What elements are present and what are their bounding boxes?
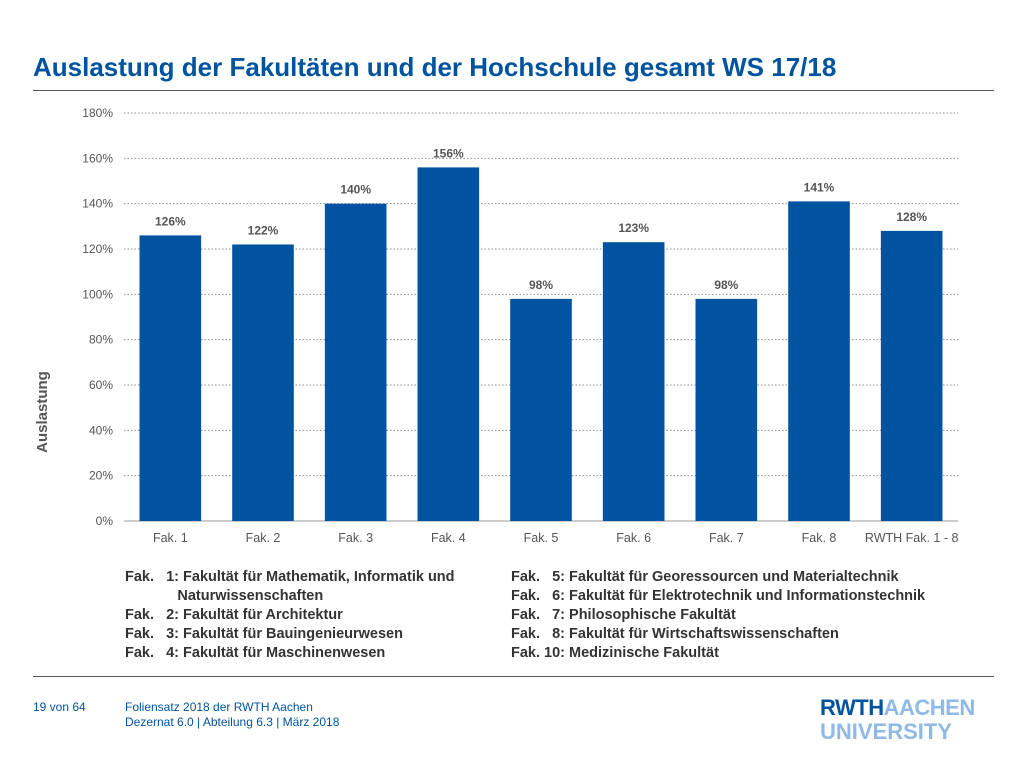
- faculty-legend-left: Fak. 1: Fakultät für Mathematik, Informa…: [125, 568, 455, 663]
- y-tick-label: 20%: [89, 469, 113, 483]
- bar: [324, 203, 387, 521]
- x-tick-label: Fak. 8: [802, 531, 837, 545]
- faculty-legend-right: Fak. 5: Fakultät für Georessourcen und M…: [511, 568, 925, 663]
- y-tick-label: 140%: [82, 197, 113, 211]
- x-tick-label: Fak. 3: [338, 531, 373, 545]
- y-tick-label: 180%: [82, 106, 113, 120]
- legend-entry: Fak. 6: Fakultät für Elektrotechnik und …: [511, 588, 926, 604]
- y-tick-label: 160%: [82, 151, 113, 165]
- value-label: 98%: [529, 278, 553, 292]
- logo-text-university: UNIVERSITY: [820, 719, 953, 744]
- y-axis-title: Auslastung: [34, 371, 51, 453]
- y-tick-label: 40%: [89, 423, 113, 437]
- footer-source: Foliensatz 2018 der RWTH Aachen: [125, 700, 313, 714]
- value-label: 156%: [433, 146, 464, 160]
- y-tick-label: 80%: [89, 333, 113, 347]
- value-label: 126%: [155, 214, 186, 228]
- rwth-logo: RWTHAACHEN UNIVERSITY: [820, 697, 992, 745]
- x-tick-label: Fak. 1: [153, 531, 188, 545]
- x-tick-label: Fak. 6: [616, 531, 651, 545]
- bars: [139, 167, 943, 521]
- legend-entry: Fak. 1: Fakultät für Mathematik, Informa…: [125, 569, 455, 585]
- slide-title: Auslastung der Fakultäten und der Hochsc…: [33, 52, 837, 82]
- bar: [695, 298, 758, 521]
- bar: [232, 244, 294, 521]
- legend-entry: Fak. 5: Fakultät für Georessourcen und M…: [511, 569, 899, 585]
- legend-entry: Fak. 10: Medizinische Fakultät: [511, 645, 719, 661]
- bar: [602, 242, 665, 521]
- value-label: 98%: [714, 278, 738, 292]
- legend-entry: Fak. 8: Fakultät für Wirtschaftswissensc…: [511, 626, 839, 642]
- x-tick-label: Fak. 4: [431, 531, 466, 545]
- bar: [139, 235, 202, 521]
- page-number: 19 von 64: [33, 700, 86, 714]
- value-labels: 126% 122% 140% 156% 98% 123% 98% 141% 128%: [155, 146, 927, 291]
- x-axis-labels: Fak. 1 Fak. 2 Fak. 3 Fak. 4 Fak. 5 Fak. 6 Fak.…: [153, 531, 959, 545]
- bar: [880, 230, 943, 521]
- legend-entry: Fak. 4: Fakultät für Maschinenwesen: [125, 645, 386, 661]
- x-tick-label: Fak. 2: [246, 531, 281, 545]
- value-label: 122%: [248, 223, 279, 237]
- y-axis-ticks: 0% 20% 40% 60% 80% 100% 120% 140% 160% 180%: [82, 106, 113, 528]
- bar: [788, 201, 850, 521]
- bar: [417, 167, 480, 521]
- y-tick-label: 60%: [89, 378, 113, 392]
- y-tick-label: 120%: [82, 242, 113, 256]
- value-label: 141%: [804, 180, 835, 194]
- value-label: 140%: [340, 183, 371, 197]
- x-tick-label: RWTH Fak. 1 - 8: [865, 531, 959, 545]
- title-divider: [33, 90, 994, 91]
- y-tick-label: 100%: [82, 287, 113, 301]
- value-label: 128%: [896, 210, 927, 224]
- x-tick-label: Fak. 7: [709, 531, 744, 545]
- logo-text-aachen: AACHEN: [883, 695, 976, 720]
- legend-entry: Naturwissenschaften: [125, 588, 324, 604]
- footer-department: Dezernat 6.0 | Abteilung 6.3 | März 2018: [125, 715, 340, 729]
- footer-divider: [33, 676, 994, 677]
- value-label: 123%: [618, 221, 649, 235]
- bar: [510, 298, 572, 521]
- y-tick-label: 0%: [96, 514, 114, 528]
- x-tick-label: Fak. 5: [524, 531, 559, 545]
- logo-text-rwth: RWTH: [820, 695, 884, 720]
- bar-chart: 0%20%40%60%80%100%120%140%160%180% 126%1…: [34, 106, 959, 545]
- legend-entry: Fak. 3: Fakultät für Bauingenieurwesen: [125, 626, 403, 642]
- legend-entry: Fak. 2: Fakultät für Architektur: [125, 607, 343, 623]
- legend-entry: Fak. 7: Philosophische Fakultät: [511, 607, 736, 623]
